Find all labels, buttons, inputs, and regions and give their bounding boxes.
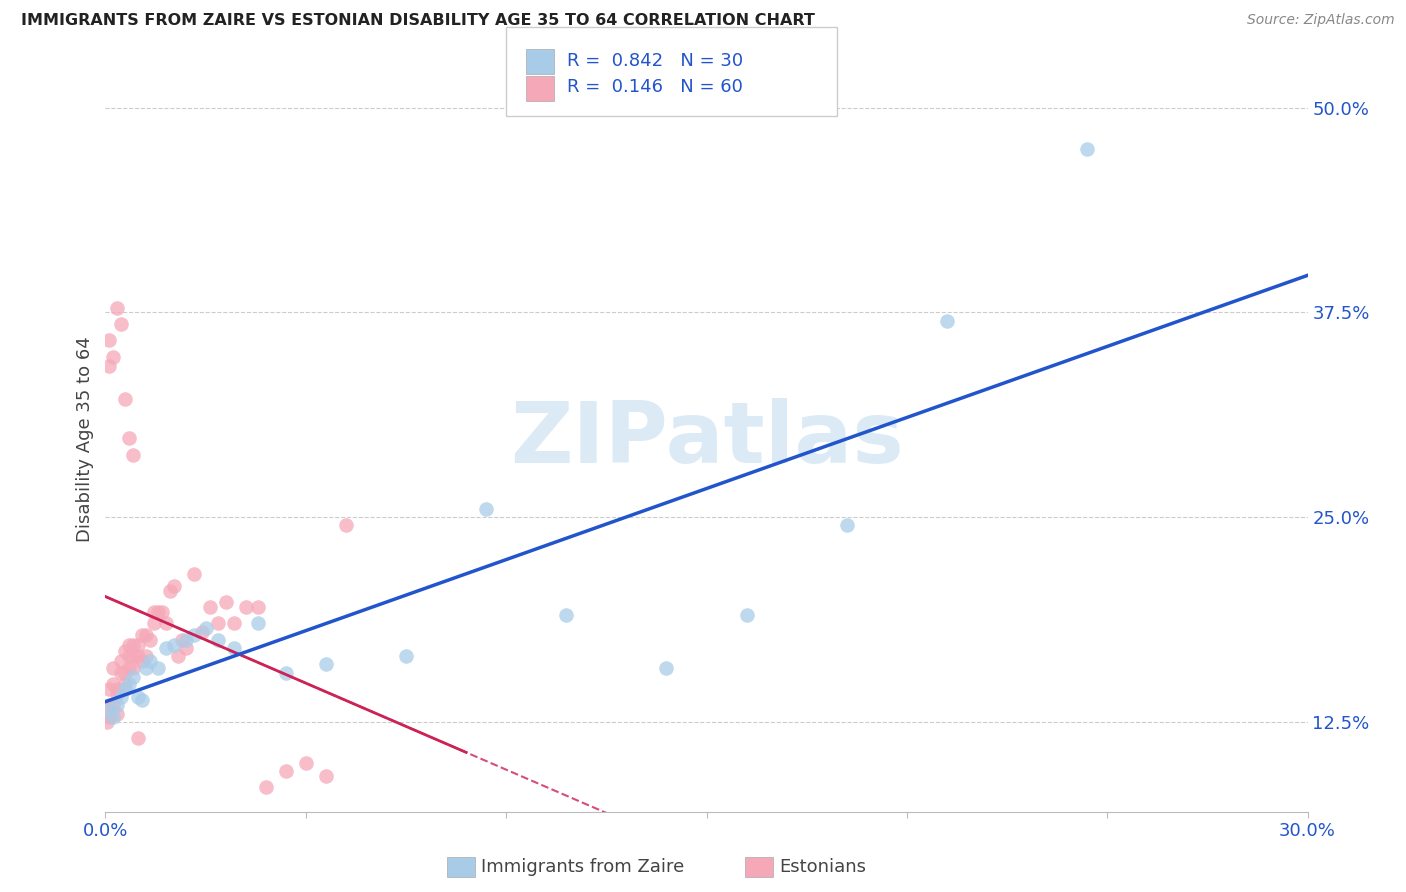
Point xyxy=(103,677,125,691)
Point xyxy=(138,654,160,668)
Point xyxy=(127,638,149,652)
Point xyxy=(162,638,184,652)
Point xyxy=(122,661,145,675)
Point xyxy=(110,690,132,705)
Point xyxy=(315,657,337,672)
Point xyxy=(118,638,141,652)
Point xyxy=(98,333,121,347)
Point xyxy=(98,710,121,724)
Point xyxy=(131,628,153,642)
Point xyxy=(150,605,173,619)
Text: Immigrants from Zaire: Immigrants from Zaire xyxy=(481,858,685,876)
Point xyxy=(174,632,197,647)
Point xyxy=(142,605,165,619)
Point xyxy=(235,600,257,615)
Point xyxy=(162,579,184,593)
Point xyxy=(135,649,157,664)
Point xyxy=(475,501,498,516)
Point xyxy=(118,661,141,675)
Point xyxy=(274,665,297,680)
Point xyxy=(114,681,136,696)
Point xyxy=(395,649,418,664)
Point xyxy=(135,661,157,675)
Point xyxy=(246,616,269,631)
Point xyxy=(207,616,229,631)
Point xyxy=(142,616,165,631)
Point xyxy=(98,681,121,696)
Point xyxy=(107,698,129,713)
Point xyxy=(114,644,136,658)
Text: Source: ZipAtlas.com: Source: ZipAtlas.com xyxy=(1247,13,1395,28)
Point xyxy=(127,649,149,664)
Point xyxy=(207,632,229,647)
Point xyxy=(146,661,169,675)
Point xyxy=(190,624,212,639)
Point xyxy=(155,616,177,631)
Point xyxy=(98,698,121,713)
Point xyxy=(107,681,129,696)
Point xyxy=(835,518,858,533)
Point xyxy=(159,583,181,598)
Point xyxy=(127,690,149,705)
Text: IMMIGRANTS FROM ZAIRE VS ESTONIAN DISABILITY AGE 35 TO 64 CORRELATION CHART: IMMIGRANTS FROM ZAIRE VS ESTONIAN DISABI… xyxy=(21,13,815,29)
Point xyxy=(155,640,177,655)
Point xyxy=(110,665,132,680)
Point xyxy=(118,432,141,446)
Point xyxy=(183,567,205,582)
Point xyxy=(246,600,269,615)
Point xyxy=(166,649,188,664)
Point xyxy=(214,595,236,609)
Point xyxy=(254,780,277,794)
Point xyxy=(146,605,169,619)
Point xyxy=(174,640,197,655)
Text: ZIPatlas: ZIPatlas xyxy=(509,398,904,481)
Point xyxy=(103,350,125,364)
Point xyxy=(655,661,678,675)
Point xyxy=(138,632,160,647)
Point xyxy=(122,671,145,685)
Point xyxy=(131,693,153,707)
Y-axis label: Disability Age 35 to 64: Disability Age 35 to 64 xyxy=(76,336,94,542)
Point xyxy=(735,608,758,623)
Point xyxy=(107,301,129,315)
Point xyxy=(110,317,132,331)
Point xyxy=(315,769,337,783)
Point xyxy=(107,706,129,721)
Point xyxy=(114,392,136,407)
Point xyxy=(110,654,132,668)
Point xyxy=(170,632,193,647)
Point xyxy=(103,710,125,724)
Point xyxy=(98,703,121,717)
Point xyxy=(122,649,145,664)
Point xyxy=(118,677,141,691)
Point xyxy=(335,518,357,533)
Point xyxy=(198,600,221,615)
Point xyxy=(135,628,157,642)
Point xyxy=(118,649,141,664)
Text: R =  0.146   N = 60: R = 0.146 N = 60 xyxy=(567,78,742,96)
Point xyxy=(936,313,959,327)
Point xyxy=(98,359,121,374)
Point xyxy=(555,608,578,623)
Point xyxy=(114,677,136,691)
Point xyxy=(183,628,205,642)
Point xyxy=(122,638,145,652)
Point xyxy=(274,764,297,778)
Point xyxy=(194,621,217,635)
Point xyxy=(295,756,318,770)
Point xyxy=(127,731,149,745)
Point xyxy=(1076,142,1098,156)
Point xyxy=(107,687,129,701)
Point xyxy=(222,640,245,655)
Text: Estonians: Estonians xyxy=(779,858,866,876)
Point xyxy=(222,616,245,631)
Point xyxy=(96,714,118,729)
Point xyxy=(103,661,125,675)
Point xyxy=(114,665,136,680)
Point xyxy=(103,698,125,713)
Text: R =  0.842   N = 30: R = 0.842 N = 30 xyxy=(567,52,742,70)
Point xyxy=(131,654,153,668)
Point xyxy=(122,448,145,462)
